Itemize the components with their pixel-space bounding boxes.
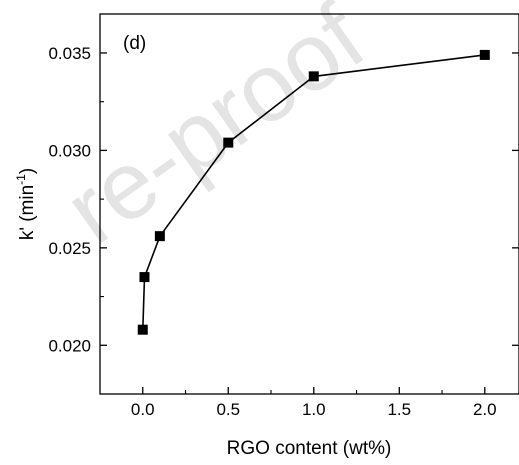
y-tick-label: 0.020	[48, 336, 91, 355]
x-tick-label: 1.0	[302, 400, 326, 419]
y-tick-label: 0.035	[48, 44, 91, 63]
watermark: re-proof	[46, 0, 383, 264]
plot-frame	[99, 13, 519, 395]
y-axis-title-main: k' (min	[17, 185, 38, 240]
panel-label: (d)	[123, 33, 146, 54]
series-line	[142, 54, 485, 330]
y-tick-label: 0.030	[48, 141, 91, 160]
x-tick-label: 0.0	[131, 400, 155, 419]
data-point-marker	[223, 137, 234, 148]
x-tick-label: 0.5	[216, 400, 240, 419]
y-tick-label: 0.025	[48, 239, 91, 258]
series-layer	[137, 49, 490, 335]
x-axis-title: RGO content (wt%)	[227, 438, 392, 459]
data-point-marker	[479, 49, 490, 60]
y-axis-title-sup: -1	[14, 174, 28, 185]
data-point-marker	[137, 324, 148, 335]
y-axis-title-close: )	[17, 168, 38, 174]
x-tick-label: 2.0	[473, 400, 497, 419]
data-point-marker	[154, 231, 165, 242]
x-tick-label: 1.5	[387, 400, 411, 419]
y-axis-ticks: 0.020 0.025 0.030 0.035	[48, 44, 519, 355]
data-point-marker	[308, 71, 319, 82]
y-axis-title: k' (min-1)	[14, 168, 38, 240]
x-axis-ticks: 0.0 0.5 1.0 1.5 2.0	[131, 387, 497, 419]
data-point-marker	[139, 272, 150, 283]
